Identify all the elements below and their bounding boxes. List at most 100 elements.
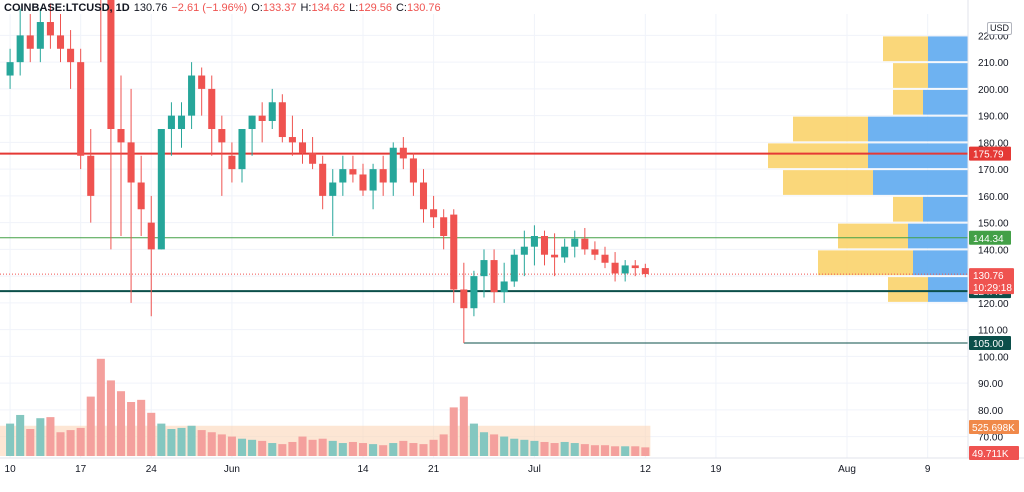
volume-profile-down — [893, 196, 923, 222]
symbol-label[interactable]: COINBASE:LTCUSD, 1D — [4, 2, 130, 14]
candle-body — [218, 129, 226, 143]
open-label: O: — [251, 2, 263, 14]
volume-profile-down — [893, 89, 923, 115]
volume-bars — [0, 358, 651, 456]
volume-profile-up — [928, 36, 968, 62]
volume-bar — [268, 443, 277, 456]
symbol-legend: COINBASE:LTCUSD, 1D 130.76 −2.61 (−1.96%… — [4, 2, 441, 14]
volume-profile-up — [928, 63, 968, 88]
volume-bar — [560, 441, 569, 456]
volume-bar — [379, 445, 388, 456]
candle-body — [389, 147, 397, 183]
time-tick-label: 9 — [925, 464, 931, 475]
volume-bar — [520, 439, 529, 456]
candle-body — [107, 0, 115, 130]
volume-bar — [217, 434, 226, 456]
volume-profile-up — [928, 277, 968, 302]
candle-body — [551, 254, 559, 258]
volume-bar — [227, 436, 236, 456]
time-tick-label: Jul — [528, 464, 541, 475]
level-badge: 144.34 — [973, 234, 1004, 245]
open-value: 133.37 — [262, 2, 297, 14]
volume-bar — [348, 441, 357, 456]
volume-bar — [449, 407, 458, 456]
volume-bar — [258, 440, 267, 456]
candle-body — [631, 265, 639, 269]
volume-bar — [459, 396, 468, 456]
candle-body — [288, 137, 296, 143]
candle-body — [530, 236, 538, 247]
volume-profile-down — [793, 116, 868, 142]
volume-bar — [36, 418, 45, 456]
time-axis[interactable]: 10 17 24 Jun 14 21 Jul 12 19 Aug 9 — [0, 457, 1024, 487]
close-value: 130.76 — [406, 2, 441, 14]
volume-bar — [278, 444, 287, 456]
candle-body — [571, 238, 579, 247]
candle-body — [117, 129, 125, 143]
price-tick-label: 180.00 — [978, 138, 1009, 149]
candle-body — [278, 102, 286, 138]
last-price: 130.76 — [133, 2, 168, 14]
time-tick-label: 21 — [428, 464, 440, 475]
candle-body — [77, 62, 85, 156]
candle-body — [591, 249, 599, 255]
price-tick-label: 210.00 — [978, 58, 1009, 69]
level-badge-bg — [969, 230, 1011, 245]
volume-profile-down — [888, 277, 928, 302]
volume-profile-down — [883, 36, 928, 62]
volume-bar — [248, 439, 257, 456]
candle-body — [399, 147, 407, 159]
low-label: L: — [349, 2, 359, 14]
volume-bar — [500, 436, 509, 456]
volume-profile-up — [923, 89, 968, 115]
volume-bar — [540, 441, 549, 456]
volume-bar — [510, 438, 519, 456]
candle-body — [369, 169, 377, 191]
volume-bar — [469, 423, 478, 456]
volume-badge-bg — [969, 420, 1019, 434]
time-tick-label: Jun — [224, 464, 240, 475]
candle-body — [419, 182, 428, 210]
volume-profile-up — [868, 116, 968, 142]
price-tick-label: 100.00 — [978, 352, 1009, 363]
candle-body — [480, 260, 488, 277]
candle-body — [147, 222, 155, 250]
countdown-badge: 10:29:18 — [973, 283, 1012, 294]
time-tick-label: 19 — [710, 464, 722, 475]
candle-body — [621, 265, 629, 274]
volume-bar — [358, 443, 368, 456]
candle-body — [339, 169, 347, 183]
candle-body — [36, 22, 44, 49]
volume-bar — [530, 440, 539, 456]
volume-bar — [127, 402, 136, 456]
candle-body — [157, 129, 165, 250]
volume-bar — [157, 423, 166, 456]
candle-body — [520, 246, 528, 255]
currency-label[interactable]: USD — [987, 22, 1013, 35]
volume-profile-down — [768, 143, 868, 169]
volume-bar — [611, 446, 620, 456]
volume-bar — [419, 444, 428, 456]
candle-body — [430, 209, 438, 218]
candle-body — [490, 260, 498, 293]
price-tick-label: 90.00 — [978, 379, 1003, 390]
candle-body — [611, 262, 619, 274]
volume-bar — [76, 427, 85, 456]
volume-bar — [641, 447, 650, 456]
candle-body — [359, 174, 367, 191]
candle-body — [440, 217, 448, 236]
volume-profile-up — [908, 223, 968, 249]
volume-bar — [570, 443, 579, 456]
volume-bar — [96, 358, 105, 456]
axis-badges: 175.79144.34124.40105.00130.7610:29:1852… — [969, 146, 1019, 460]
price-tick-label: 150.00 — [978, 219, 1009, 230]
level-badge-bg — [969, 335, 1011, 350]
price-tick-label: 170.00 — [978, 165, 1009, 176]
volume-profile-down — [893, 63, 928, 88]
price-tick-label: 120.00 — [978, 299, 1009, 310]
volume-bar — [318, 438, 327, 456]
price-tick-label: 70.00 — [978, 433, 1003, 444]
candle-body — [510, 254, 518, 282]
